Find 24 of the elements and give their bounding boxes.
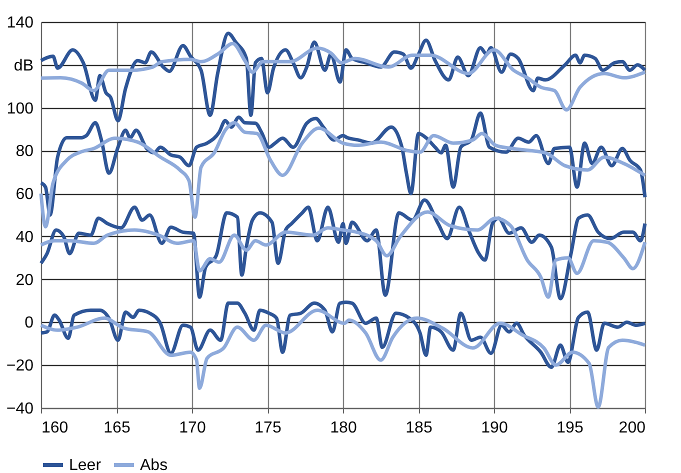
legend-label: Abs (140, 457, 168, 473)
y-tick-label: 100 (6, 100, 34, 118)
x-tick-label: 190 (481, 420, 508, 436)
legend-label: Leer (69, 457, 102, 473)
x-tick-label: 200 (618, 420, 646, 436)
y-tick-label: 40 (16, 228, 34, 246)
y-tick-label: 140 (6, 14, 34, 32)
x-tick-label: 195 (556, 420, 584, 436)
y-tick-label: 0 (24, 314, 34, 332)
y-tick-label: 20 (16, 272, 34, 289)
y-tick-label: −20 (6, 358, 34, 375)
line-series (39, 42, 647, 112)
x-tick-label: 165 (104, 420, 130, 436)
x-tick-label: 170 (179, 420, 206, 436)
x-tick-label: 160 (42, 420, 68, 436)
x-tick-label: 175 (254, 420, 282, 436)
x-tick-label: 185 (406, 420, 432, 436)
y-tick-label: 60 (16, 186, 34, 204)
x-tick-label: 180 (330, 420, 357, 436)
y-tick-label: −40 (6, 400, 34, 418)
line-series (39, 121, 647, 229)
y-tick-label: dB (14, 57, 34, 74)
y-tick-label: 80 (16, 143, 34, 160)
line-series (39, 300, 647, 370)
